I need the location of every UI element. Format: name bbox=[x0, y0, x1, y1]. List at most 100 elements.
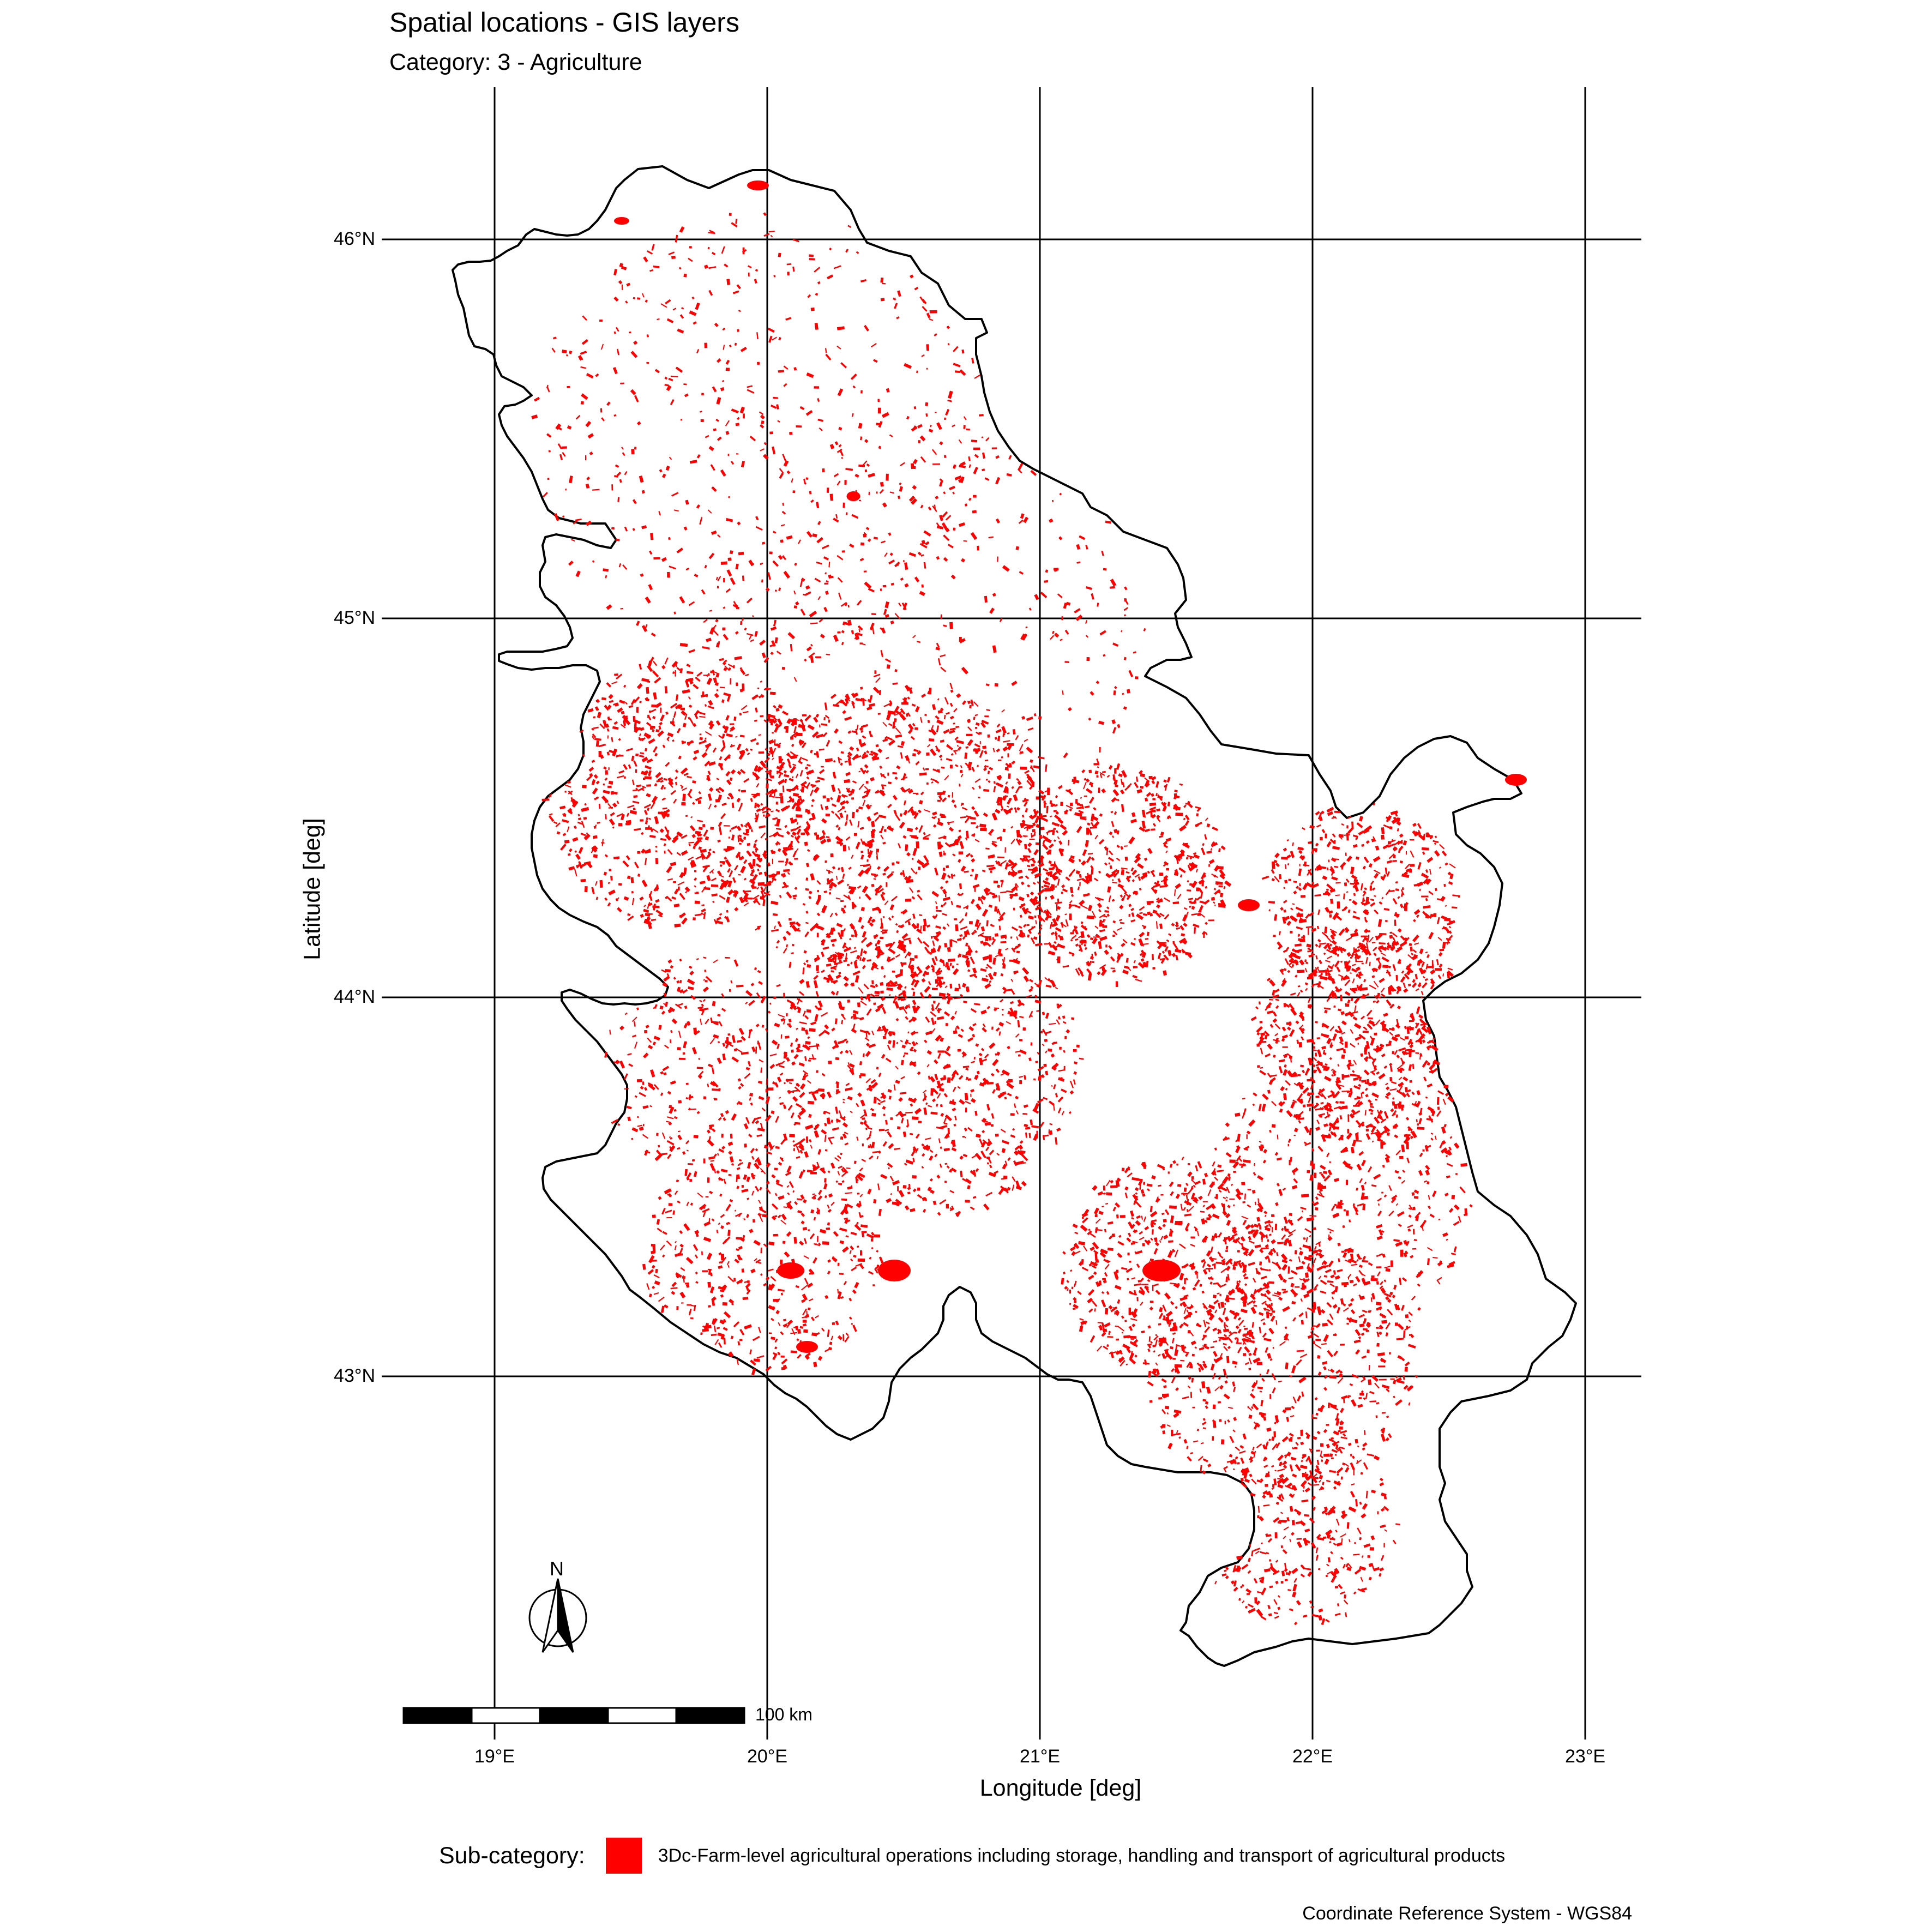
agriculture-parcel bbox=[964, 753, 968, 759]
agriculture-parcel bbox=[1010, 1134, 1015, 1138]
agriculture-parcel bbox=[916, 928, 921, 933]
agriculture-parcel bbox=[1397, 1064, 1404, 1070]
agriculture-parcel bbox=[715, 788, 719, 791]
agriculture-parcel bbox=[876, 1029, 883, 1032]
agriculture-parcel bbox=[791, 1061, 796, 1066]
agriculture-parcel bbox=[1403, 988, 1409, 993]
agriculture-parcel bbox=[910, 958, 915, 961]
agriculture-parcel bbox=[1009, 1015, 1013, 1017]
agriculture-parcel bbox=[1140, 785, 1144, 789]
agriculture-parcel bbox=[1375, 1019, 1381, 1026]
agriculture-parcel bbox=[641, 880, 648, 887]
agriculture-parcel bbox=[830, 797, 833, 801]
agriculture-parcel bbox=[647, 714, 649, 718]
agriculture-parcel bbox=[583, 833, 591, 840]
agriculture-parcel bbox=[1068, 1111, 1072, 1114]
agriculture-parcel bbox=[881, 1054, 886, 1059]
agriculture-parcel bbox=[792, 1096, 798, 1102]
agriculture-parcel bbox=[958, 829, 961, 833]
agriculture-parcel bbox=[640, 788, 645, 791]
agriculture-parcel bbox=[1007, 1010, 1015, 1017]
agriculture-parcel bbox=[1055, 830, 1059, 833]
agriculture-parcel bbox=[971, 1098, 976, 1103]
agriculture-parcel bbox=[755, 707, 758, 713]
agriculture-parcel bbox=[568, 810, 573, 815]
agriculture-parcel bbox=[878, 1072, 882, 1078]
agriculture-parcel bbox=[1448, 920, 1455, 923]
agriculture-parcel bbox=[859, 742, 866, 748]
agriculture-parcel bbox=[830, 1120, 834, 1123]
agriculture-parcel bbox=[1416, 1006, 1421, 1014]
agriculture-parcel bbox=[743, 836, 747, 840]
agriculture-parcel bbox=[712, 669, 715, 676]
agriculture-parcel bbox=[991, 1026, 994, 1030]
agriculture-parcel bbox=[953, 874, 956, 877]
agriculture-parcel bbox=[975, 1043, 979, 1047]
agriculture-parcel bbox=[995, 860, 998, 865]
agriculture-parcel bbox=[645, 820, 648, 824]
agriculture-parcel bbox=[1283, 949, 1288, 953]
agriculture-parcel bbox=[571, 798, 578, 804]
agriculture-parcel bbox=[1308, 974, 1314, 979]
country-boundary bbox=[452, 165, 1577, 1667]
agriculture-parcel bbox=[1298, 938, 1304, 942]
agriculture-parcel bbox=[940, 886, 944, 890]
agriculture-parcel bbox=[842, 1133, 847, 1139]
agriculture-parcel bbox=[830, 810, 835, 814]
agriculture-parcel bbox=[771, 810, 774, 812]
agriculture-parcel bbox=[735, 736, 738, 738]
agriculture-parcel bbox=[996, 797, 1001, 804]
agriculture-parcel bbox=[1056, 1127, 1061, 1132]
agriculture-parcel bbox=[605, 770, 609, 775]
agriculture-parcel bbox=[1073, 1049, 1077, 1052]
agriculture-parcel bbox=[1043, 910, 1046, 913]
agriculture-parcel bbox=[1347, 816, 1352, 820]
agriculture-parcel bbox=[826, 798, 830, 802]
agriculture-parcel bbox=[1347, 827, 1353, 834]
agriculture-parcel bbox=[918, 1121, 922, 1124]
agriculture-parcel bbox=[1260, 1067, 1263, 1069]
agriculture-parcel bbox=[1158, 1323, 1161, 1326]
agriculture-parcel bbox=[1069, 900, 1073, 904]
agriculture-parcel bbox=[865, 1051, 871, 1057]
agriculture-parcel bbox=[1025, 995, 1032, 998]
agriculture-parcel bbox=[736, 797, 741, 803]
agriculture-parcel bbox=[881, 892, 886, 895]
agriculture-parcel bbox=[646, 793, 651, 798]
agriculture-parcel bbox=[1340, 1011, 1345, 1015]
agriculture-parcel bbox=[736, 682, 738, 687]
agriculture-parcel bbox=[888, 1167, 890, 1170]
agriculture-parcel bbox=[1315, 1126, 1321, 1131]
agriculture-parcel bbox=[1040, 1031, 1043, 1034]
agriculture-parcel bbox=[684, 886, 690, 892]
agriculture-parcel bbox=[1193, 923, 1200, 928]
agriculture-parcel bbox=[1114, 779, 1118, 785]
agriculture-parcel bbox=[795, 922, 801, 927]
agriculture-parcel bbox=[676, 727, 681, 733]
agriculture-parcel bbox=[1055, 935, 1057, 940]
agriculture-parcel bbox=[1114, 1285, 1122, 1290]
agriculture-parcel bbox=[673, 798, 677, 804]
agriculture-parcel bbox=[1362, 902, 1364, 905]
agriculture-parcel bbox=[1405, 868, 1412, 872]
agriculture-parcel bbox=[1010, 988, 1015, 995]
agriculture-parcel bbox=[907, 729, 913, 735]
agriculture-parcel bbox=[925, 768, 929, 771]
agriculture-parcel bbox=[1012, 1176, 1016, 1182]
agriculture-parcel bbox=[835, 991, 839, 996]
agriculture-parcel bbox=[1070, 932, 1074, 935]
agriculture-parcel bbox=[655, 729, 660, 732]
agriculture-parcel bbox=[655, 858, 659, 864]
agriculture-parcel bbox=[1377, 992, 1380, 996]
agriculture-parcel bbox=[1044, 943, 1049, 945]
agriculture-parcel bbox=[978, 785, 982, 789]
agriculture-parcel bbox=[854, 1160, 857, 1164]
agriculture-parcel bbox=[907, 952, 912, 956]
agriculture-parcel bbox=[1353, 997, 1360, 1004]
agriculture-parcel bbox=[1175, 883, 1182, 889]
agriculture-parcel bbox=[903, 937, 911, 941]
agriculture-parcel bbox=[786, 830, 791, 835]
agriculture-parcel bbox=[594, 738, 601, 741]
agriculture-parcel bbox=[956, 938, 962, 941]
agriculture-parcel bbox=[930, 1088, 934, 1096]
